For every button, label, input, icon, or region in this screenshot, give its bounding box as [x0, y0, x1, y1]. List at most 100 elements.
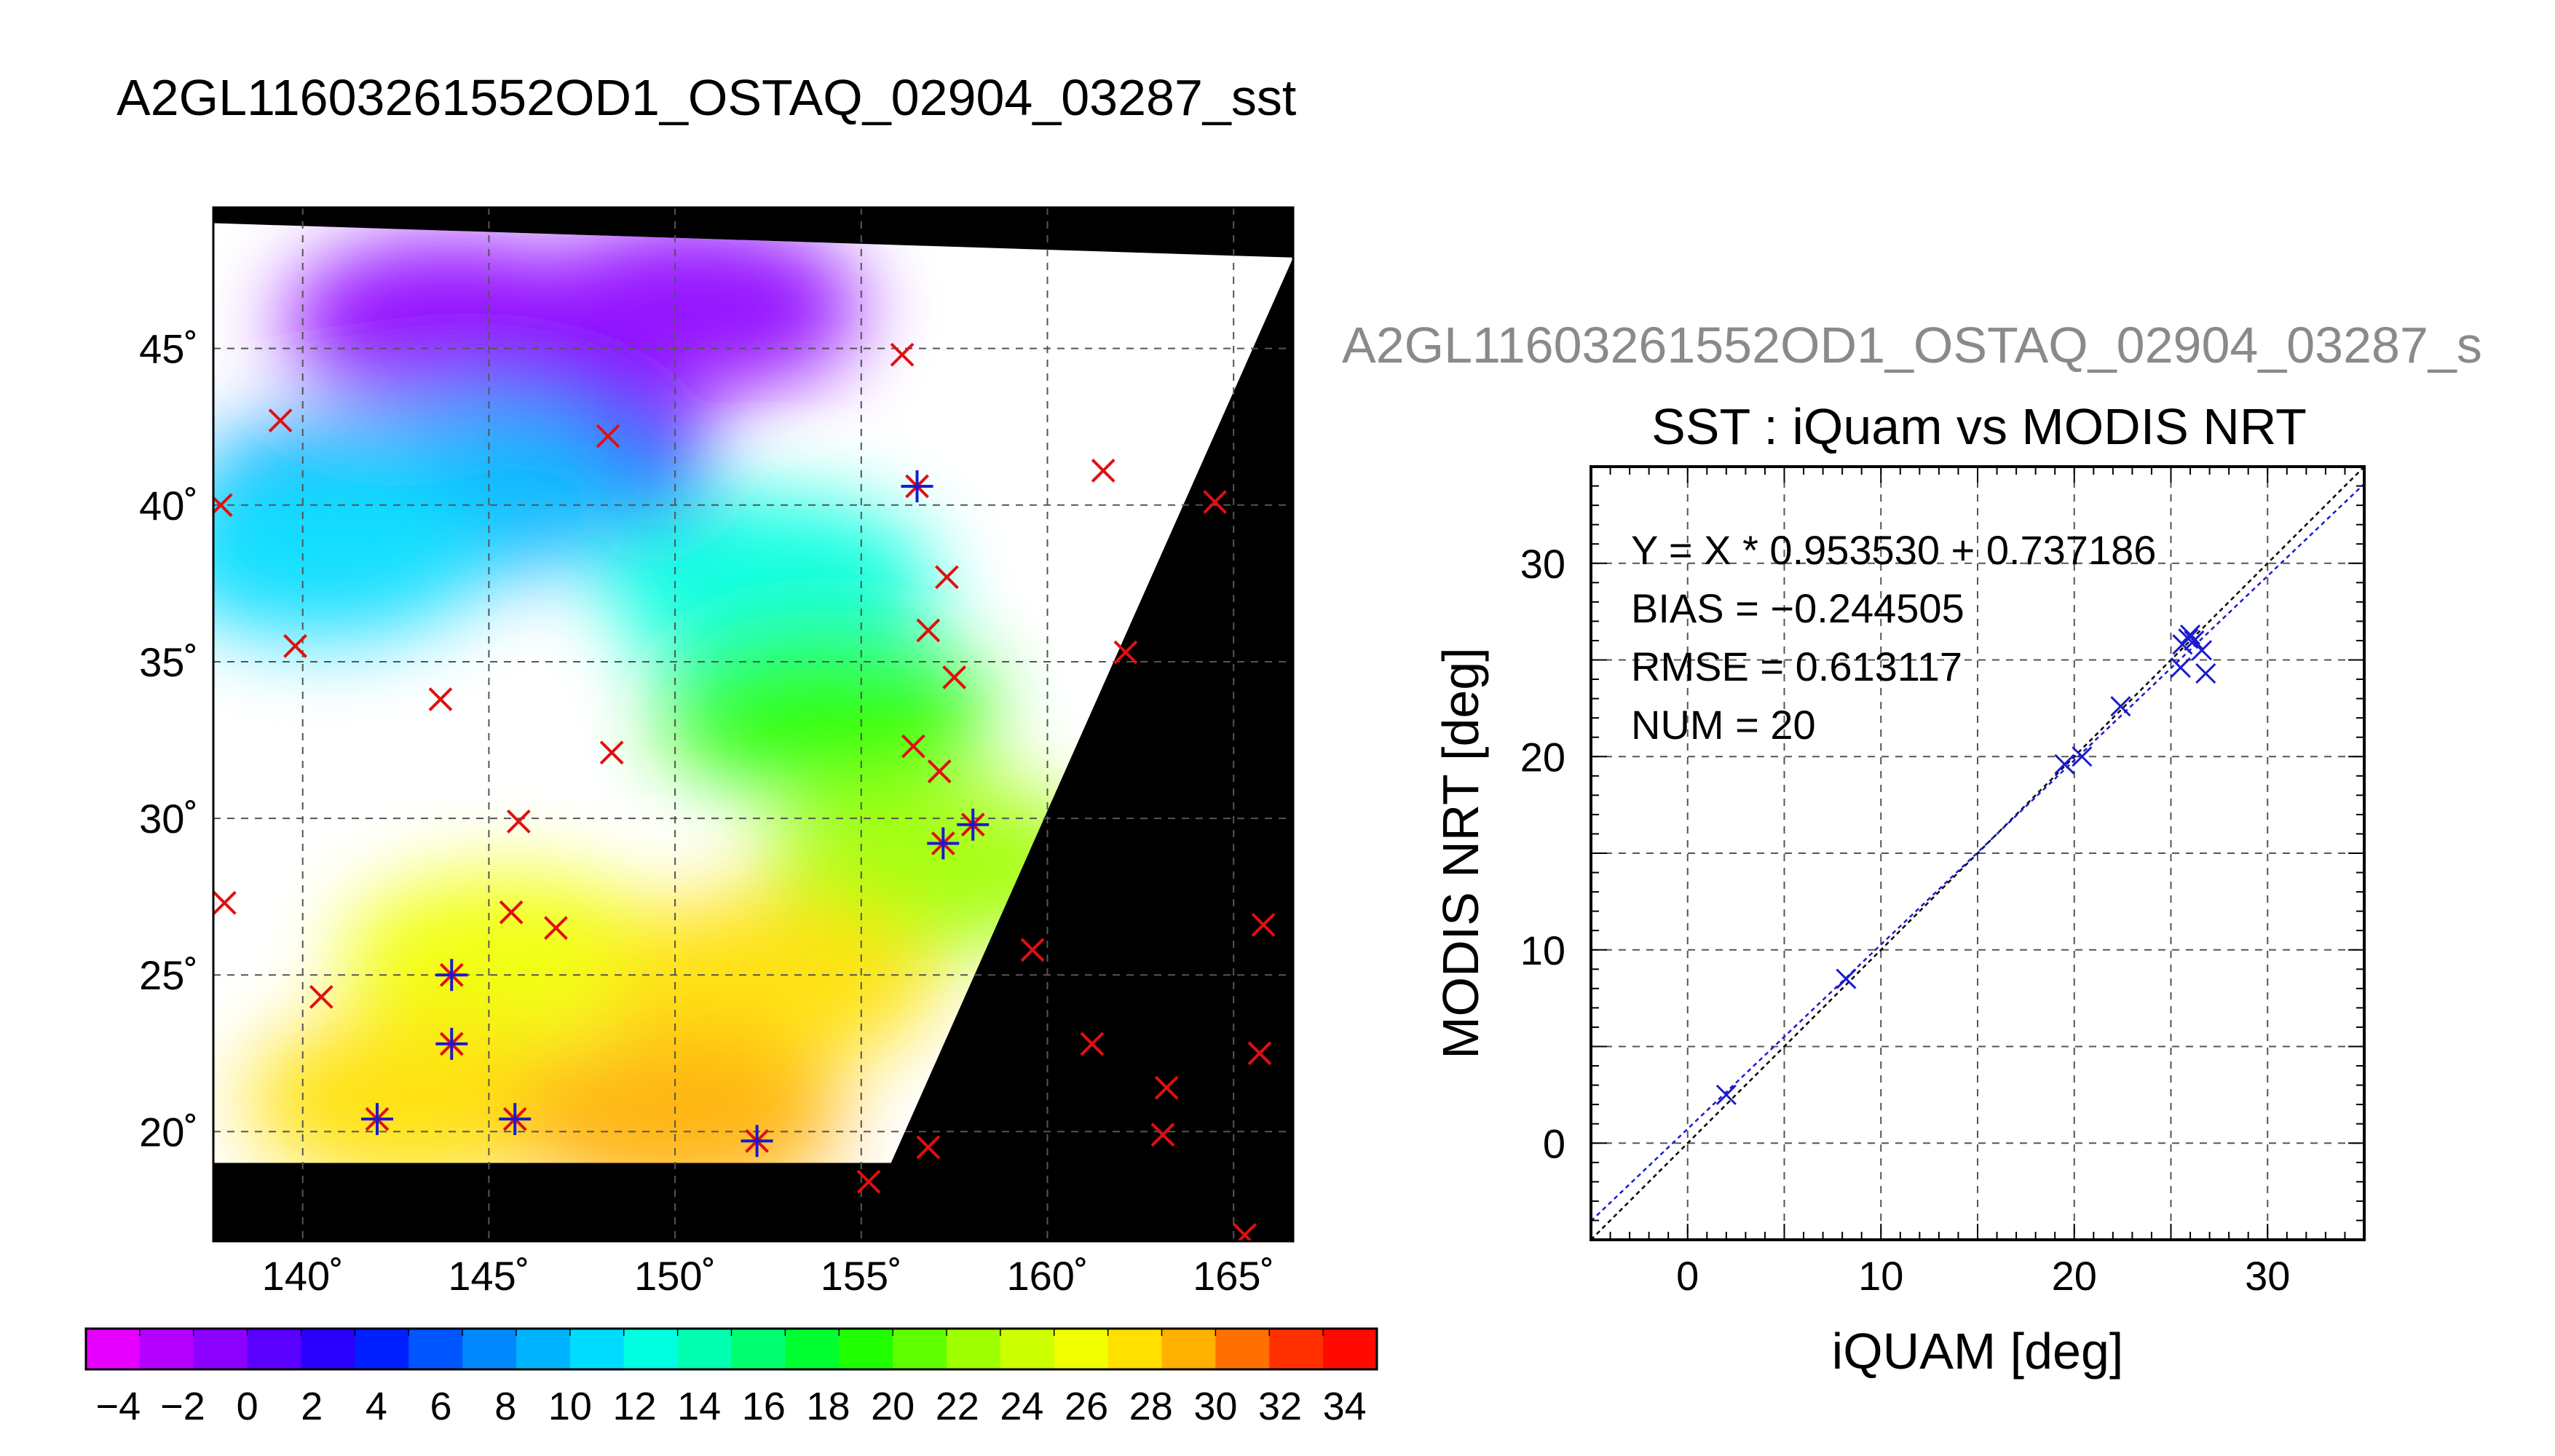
iquam-marker-stroke-b — [1154, 1075, 1179, 1100]
map-title: A2GL11603261552OD1_OSTAQ_02904_03287_sst — [117, 69, 1296, 126]
iquam-marker-stroke-b — [544, 916, 568, 941]
iquam-marker — [856, 1169, 881, 1194]
colorbar-cell — [569, 1329, 625, 1369]
scatter-point-stroke-b — [2195, 663, 2216, 684]
stats-line: Y = X * 0.953530 + 0.737186 — [1631, 527, 2156, 573]
colorbar-cell — [677, 1329, 732, 1369]
scatter-point-stroke-b — [2184, 630, 2205, 652]
iquam-marker — [901, 734, 925, 759]
scatter-y-tick-labels: 0 10 20 30 — [1520, 541, 1565, 1167]
colorbar-tick-label: 20 — [871, 1385, 915, 1428]
sst-patch — [247, 1013, 583, 1163]
colorbar-cell — [1269, 1329, 1324, 1369]
iquam-marker-stroke-b — [596, 424, 620, 448]
iquam-marker — [935, 565, 959, 590]
colorbar: −4 −2 0 2 4 6 8 10 12 14 16 18 20 22 24 26 28 30 32 34 — [84, 1327, 1378, 1428]
iquam-marker — [1091, 459, 1115, 483]
iquam-marker — [927, 759, 952, 783]
lon-tick-label: 140˚ — [262, 1253, 344, 1299]
scatter-point — [2191, 640, 2213, 661]
scatter-point — [2170, 657, 2191, 678]
colorbar-cell — [139, 1329, 194, 1369]
iquam-marker-stroke-b — [1113, 640, 1138, 665]
iquam-marker — [942, 665, 967, 689]
scatter-x-tick-label: 30 — [2245, 1253, 2290, 1299]
colorbar-cell — [839, 1329, 893, 1369]
iquam-marker — [1080, 1032, 1105, 1056]
iquam-marker-stroke-b — [283, 634, 307, 658]
sst-patch — [339, 871, 675, 1047]
sst-patch — [526, 223, 861, 395]
colorbar-tick-labels: −4 −2 0 2 4 6 8 10 12 14 16 18 20 22 24 26 28 30 32 34 — [96, 1385, 1367, 1428]
stats-line: NUM = 20 — [1631, 702, 1816, 748]
scatter-x-tick-labels: 0 10 20 30 — [1676, 1253, 2290, 1299]
stats-line: RMSE = 0.613117 — [1631, 644, 1962, 689]
scatter-point-stroke-b — [1836, 968, 1857, 989]
iquam-marker-stroke-b — [1251, 912, 1276, 937]
scatter-point — [1715, 1084, 1737, 1105]
iquam-marker — [596, 424, 620, 448]
iquam-marker — [499, 900, 524, 925]
scatter-y-tick-label: 10 — [1520, 927, 1565, 973]
colorbar-cell — [1161, 1329, 1216, 1369]
scatter-point-stroke-b — [2110, 696, 2131, 717]
identity-line — [1591, 467, 2364, 1240]
iquam-marker — [309, 984, 333, 1009]
scatter-points — [1715, 624, 2216, 1105]
iquam-marker-stroke-b — [309, 984, 333, 1009]
iquam-marker-stroke-b — [935, 565, 959, 590]
stats-line: BIAS = −0.244505 — [1631, 585, 1964, 631]
iquam-marker — [1233, 1222, 1257, 1241]
iquam-marker-stroke-b — [1150, 1123, 1175, 1147]
colorbar-tick-label: 2 — [301, 1385, 323, 1428]
iquam-marker-stroke-b — [1236, 1222, 1257, 1241]
colorbar-tick-label: 32 — [1258, 1385, 1302, 1428]
colorbar-tick-label: 24 — [1000, 1385, 1043, 1428]
iquam-marker — [1113, 640, 1138, 665]
scatter-subtitle: A2GL11603261552OD1_OSTAQ_02904_03287_s — [1342, 317, 2482, 373]
iquam-marker-stroke-b — [1020, 938, 1045, 962]
scatter-point-stroke-b — [2191, 640, 2213, 661]
colorbar-cell — [1107, 1329, 1163, 1369]
colorbar-tick-label: 0 — [237, 1385, 258, 1428]
lat-tick-label: 25˚ — [139, 952, 198, 998]
colorbar-cell — [516, 1329, 571, 1369]
lon-tick-label: 165˚ — [1193, 1253, 1274, 1299]
iquam-marker-stroke-b — [1091, 459, 1115, 483]
colorbar-cell — [86, 1329, 141, 1369]
iquam-marker-stroke-b — [1080, 1032, 1105, 1056]
scatter-minor-ticks — [1590, 466, 2365, 1241]
scatter-title: SST : iQuam vs MODIS NRT — [1651, 398, 2307, 455]
scatter-point — [2184, 630, 2205, 652]
lat-tick-label: 30˚ — [139, 796, 198, 842]
regression-line — [1591, 483, 2364, 1222]
scatter-y-tick-label: 20 — [1520, 734, 1565, 780]
colorbar-cell — [1000, 1329, 1055, 1369]
colorbar-tick-label: −2 — [160, 1385, 205, 1428]
colorbar-tick-label: 26 — [1065, 1385, 1108, 1428]
scatter-y-label: MODIS NRT [deg] — [1432, 647, 1489, 1059]
lon-tick-label: 145˚ — [448, 1253, 529, 1299]
iquam-marker-stroke-b — [890, 342, 915, 367]
sst-patch — [600, 893, 936, 1069]
iquam-marker — [428, 687, 453, 711]
iquam-marker — [283, 634, 307, 658]
lat-tick-label: 20˚ — [139, 1109, 198, 1155]
colorbar-cell — [947, 1329, 1001, 1369]
colorbar-tick-label: 34 — [1323, 1385, 1367, 1428]
scatter-x-tick-label: 0 — [1676, 1253, 1699, 1299]
lat-tick-label: 45˚ — [139, 326, 198, 372]
iquam-marker — [1154, 1075, 1179, 1100]
iquam-marker-stroke-b — [1203, 490, 1228, 514]
scatter-x-tick-label: 20 — [2052, 1253, 2097, 1299]
scatter-point-stroke-b — [2054, 753, 2075, 775]
scatter-point — [2178, 628, 2199, 649]
scatter-point — [2054, 753, 2075, 775]
colorbar-cell — [785, 1329, 840, 1369]
iquam-marker-stroke-b — [1247, 1041, 1272, 1066]
colorbar-cell — [462, 1329, 517, 1369]
map-frame — [212, 206, 1295, 1243]
scatter-y-tick-label: 30 — [1520, 541, 1565, 587]
colorbar-cell — [1323, 1329, 1378, 1369]
